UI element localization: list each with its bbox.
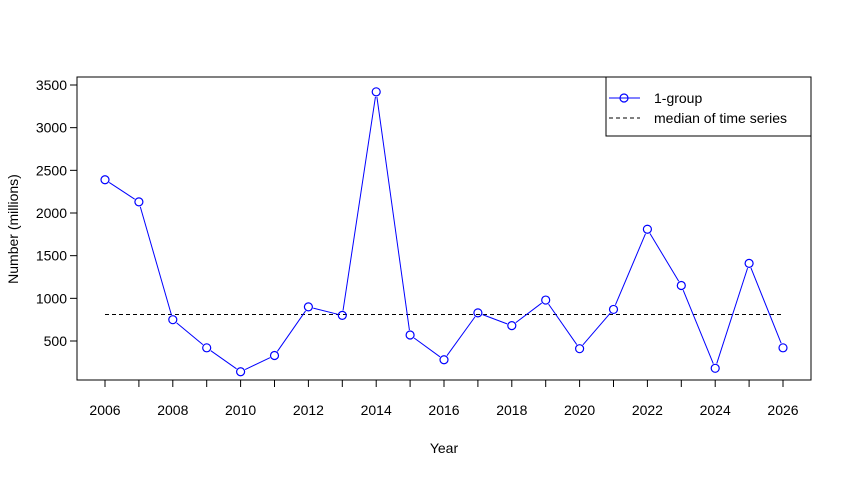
data-point [574,344,585,354]
x-axis-title: Year [430,440,459,456]
data-point [744,258,754,268]
x-tick-label: 2008 [157,402,188,418]
legend-box [605,76,812,137]
data-point [269,350,280,361]
y-tick-label: 2500 [36,162,67,178]
series-segment [376,96,410,331]
data-point [642,224,653,234]
series-segment [548,303,578,345]
legend-label-median: median of time series [654,110,787,126]
data-point [507,321,517,331]
data-point [439,355,449,365]
legend-marker-group [619,93,629,103]
series-segment [582,312,611,346]
data-point [405,330,415,340]
group-series [100,87,788,377]
data-point [337,310,347,320]
x-tick-label: 2018 [496,402,527,418]
data-point [202,343,212,353]
series-segment [210,350,237,370]
data-point [236,367,246,377]
y-tick-label: 1000 [36,290,67,306]
data-point [676,280,686,291]
x-tick-label: 2020 [564,402,595,418]
series-segment [244,357,271,371]
series-segment [649,233,680,282]
legend-label-group: 1-group [654,90,702,106]
data-point [371,87,381,97]
series-segment [515,302,543,324]
data-point [710,363,720,373]
series-segment [108,182,135,200]
y-tick-label: 3500 [36,77,67,93]
series-segment [313,307,338,315]
x-tick-label: 2006 [89,402,120,418]
y-axis: 500 1000 1500 2000 2500 3000 3500 [36,77,77,349]
data-point [168,315,178,325]
x-tick-label: 2014 [361,402,392,418]
legend: 1-group median of time series [605,76,812,137]
x-tick-label: 2024 [700,402,731,418]
data-point [541,295,551,305]
y-tick-label: 500 [44,333,68,349]
data-point [473,308,483,318]
y-tick-label: 2000 [36,205,67,221]
x-tick-label: 2016 [428,402,459,418]
data-point [608,304,619,315]
series-segment [446,316,476,357]
series-segment [750,267,782,344]
x-tick-label: 2012 [293,402,324,418]
data-point [778,343,788,353]
x-tick-label: 2022 [632,402,663,418]
y-tick-label: 3000 [36,120,67,136]
x-tick-label: 2010 [225,402,256,418]
series-segment [276,310,306,352]
series-segment [716,267,749,364]
data-point [100,175,110,185]
y-axis-title: Number (millions) [5,174,21,284]
series-segment [614,233,646,306]
series-segment [482,314,508,325]
y-tick-label: 1500 [36,248,67,264]
series-segment [413,337,441,358]
data-point [134,197,144,207]
series-segment [342,96,376,311]
x-axis: 2006 2008 2010 2012 2014 2016 2018 2020 2022 2024… [89,380,799,418]
series-segment [682,289,714,364]
x-tick-label: 2026 [767,402,798,418]
series-segment [139,206,172,316]
series-segment [176,322,204,346]
data-point [303,302,313,312]
